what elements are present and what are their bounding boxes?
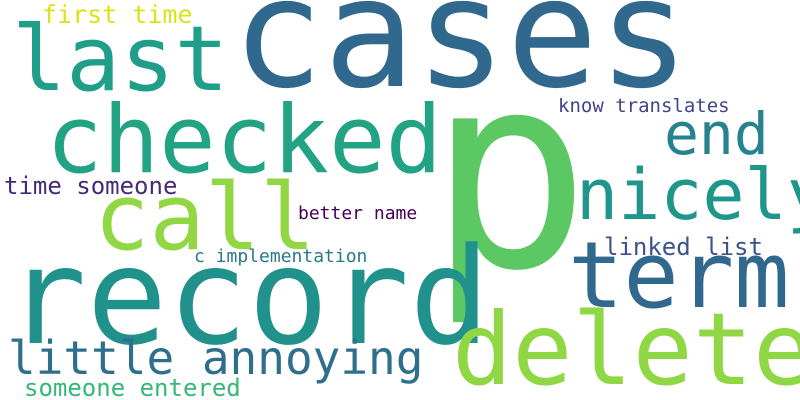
word-last: last [12,7,229,112]
word-p: p [428,15,591,330]
word-end: end [664,100,769,168]
word-better-name: better name [298,203,418,224]
word-nicely: nicely [576,154,800,236]
word-little-annoying: little annoying [8,331,424,385]
word-know-translates: know translates [558,95,730,117]
word-cases: cases [232,0,690,122]
word-record: record [6,219,491,375]
word-term: term [568,222,790,329]
word-linked-list: linked list [604,233,763,261]
word-first-time: first time [42,0,193,29]
word-time-someone: time someone [4,172,178,200]
word-call: call [94,164,316,271]
word-c-implementation: c implementation [194,246,368,267]
word-checked: checked [46,86,443,195]
word-someone-entered: someone entered [24,374,241,400]
word-delete: delete [452,291,800,400]
